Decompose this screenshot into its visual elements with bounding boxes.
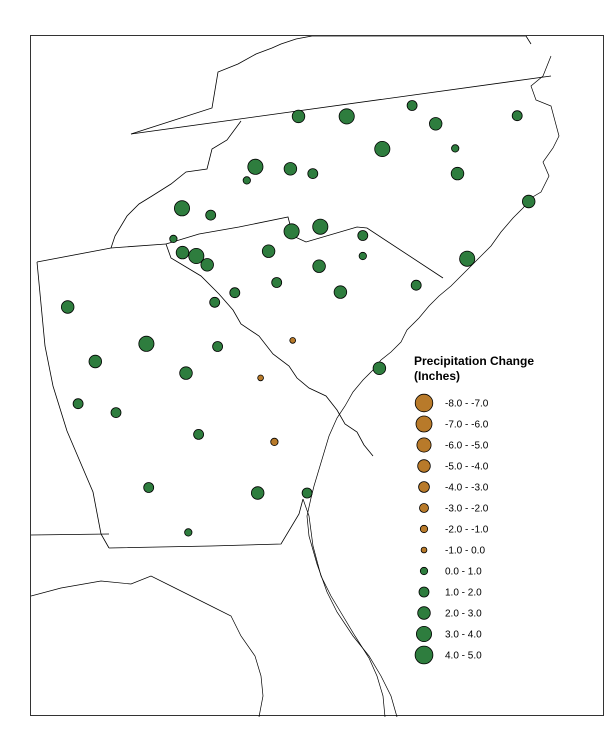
station-marker[interactable] <box>291 109 306 124</box>
station-markers <box>61 100 536 537</box>
legend-label: 1.0 - 2.0 <box>445 588 482 599</box>
coastline <box>306 55 560 717</box>
station-marker[interactable] <box>257 374 264 382</box>
station-marker[interactable] <box>61 300 75 314</box>
station-marker[interactable] <box>247 158 264 175</box>
legend-label: 0.0 - 1.0 <box>445 567 482 578</box>
station-marker[interactable] <box>358 251 367 261</box>
ga-fl-border <box>108 498 304 549</box>
legend-label: -4.0 - -3.0 <box>445 483 489 494</box>
legend-symbol <box>420 546 428 554</box>
legend-label: -2.0 - -1.0 <box>445 525 489 536</box>
station-marker[interactable] <box>374 141 391 158</box>
legend-label: -8.0 - -7.0 <box>445 399 489 410</box>
legend-label: -7.0 - -6.0 <box>445 420 489 431</box>
map-frame: Precipitation Change (Inches) -8.0 - -7.… <box>30 35 604 717</box>
station-marker[interactable] <box>450 166 465 181</box>
legend-symbol <box>417 459 431 473</box>
station-marker[interactable] <box>179 366 193 380</box>
legend-symbol <box>418 586 430 598</box>
sc-ga-border <box>165 243 374 457</box>
legend-label: -3.0 - -2.0 <box>445 504 489 515</box>
station-marker[interactable] <box>72 398 84 410</box>
nc-tn-border <box>110 120 242 249</box>
gulf-coast <box>31 575 264 717</box>
legend-symbol <box>415 415 433 433</box>
ga-north-border <box>36 243 167 263</box>
station-marker[interactable] <box>200 258 214 272</box>
legend-items: -8.0 - -7.0 -7.0 - -6.0 -6.0 - -5.0 -5.0 - … <box>414 393 489 665</box>
station-marker[interactable] <box>175 245 190 260</box>
va-nc-southern-border <box>130 75 552 135</box>
station-marker[interactable] <box>212 341 224 352</box>
legend-label: -6.0 - -5.0 <box>445 441 489 452</box>
station-marker[interactable] <box>143 482 155 493</box>
station-marker[interactable] <box>410 279 422 291</box>
va-nc-border <box>130 36 532 135</box>
legend-label: 2.0 - 3.0 <box>445 609 482 620</box>
station-marker[interactable] <box>169 234 178 243</box>
station-marker[interactable] <box>88 354 103 369</box>
state-boundaries <box>31 36 560 717</box>
station-marker[interactable] <box>209 296 221 308</box>
fl-peninsula-line <box>302 498 386 717</box>
station-marker[interactable] <box>301 487 313 499</box>
legend-title-line1: Precipitation Change <box>414 354 534 368</box>
station-marker[interactable] <box>522 194 536 209</box>
station-marker[interactable] <box>188 247 205 264</box>
station-marker[interactable] <box>333 285 348 299</box>
legend-symbol <box>418 481 430 493</box>
station-marker[interactable] <box>357 230 369 241</box>
station-marker[interactable] <box>307 168 319 180</box>
station-marker[interactable] <box>451 144 460 153</box>
station-marker[interactable] <box>312 259 326 273</box>
legend-symbol <box>419 524 429 534</box>
legend-symbol <box>419 503 429 513</box>
station-marker[interactable] <box>138 335 155 352</box>
station-marker[interactable] <box>205 209 217 221</box>
station-marker[interactable] <box>271 277 283 288</box>
station-marker[interactable] <box>283 162 298 176</box>
legend-symbol <box>415 626 432 643</box>
fl-al-border <box>31 533 110 536</box>
legend-symbol <box>417 606 431 620</box>
station-marker[interactable] <box>312 218 329 235</box>
station-marker[interactable] <box>372 361 387 376</box>
station-marker[interactable] <box>250 486 265 500</box>
station-marker[interactable] <box>289 337 297 344</box>
legend-symbol <box>416 437 432 453</box>
legend-label: -5.0 - -4.0 <box>445 462 489 473</box>
legend-symbol <box>419 566 429 576</box>
station-marker[interactable] <box>283 223 300 240</box>
station-marker[interactable] <box>184 528 193 537</box>
legend-label: -1.0 - 0.0 <box>445 546 485 557</box>
station-marker[interactable] <box>429 117 443 131</box>
station-marker[interactable] <box>511 110 523 122</box>
station-marker[interactable] <box>229 287 241 299</box>
station-marker[interactable] <box>270 437 279 446</box>
station-marker[interactable] <box>242 176 251 185</box>
legend-symbol <box>414 645 434 665</box>
station-marker[interactable] <box>406 100 418 111</box>
station-marker[interactable] <box>338 108 355 125</box>
map-canvas[interactable]: Precipitation Change (Inches) -8.0 - -7.… <box>31 36 604 717</box>
station-marker[interactable] <box>193 428 205 440</box>
legend-label: 4.0 - 5.0 <box>445 651 482 662</box>
legend-label: 3.0 - 4.0 <box>445 630 482 641</box>
legend-title-line2: (Inches) <box>414 369 460 383</box>
legend: Precipitation Change (Inches) -8.0 - -7.… <box>414 354 534 665</box>
station-marker[interactable] <box>261 244 276 258</box>
station-marker[interactable] <box>173 200 190 217</box>
legend-symbol <box>414 393 434 413</box>
station-marker[interactable] <box>110 407 122 419</box>
station-marker[interactable] <box>459 250 476 267</box>
